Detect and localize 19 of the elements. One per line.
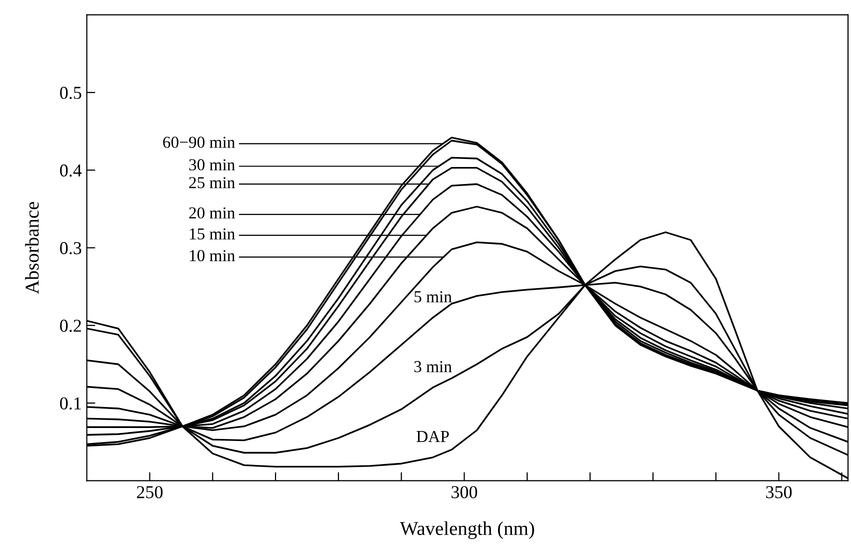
series-label: 3 min bbox=[414, 361, 452, 372]
x-axis-title: Wavelength (nm) bbox=[400, 521, 534, 540]
annotation: 60−90 min bbox=[163, 136, 235, 148]
annotation: 10 min bbox=[190, 250, 235, 262]
y-axis-title: Absorbance bbox=[25, 202, 39, 294]
x-tick-label: 300 bbox=[452, 486, 478, 498]
x-tick-label: 350 bbox=[766, 486, 792, 498]
y-tick-label: 0.3 bbox=[60, 242, 82, 254]
y-tick-label: 0.2 bbox=[60, 320, 81, 332]
y-tick-label: 0.1 bbox=[60, 397, 81, 410]
x-tick-label: 250 bbox=[136, 486, 163, 498]
y-tick-label: 0.5 bbox=[60, 86, 82, 100]
annotation: 30 min bbox=[189, 159, 235, 170]
annotation: 15 min bbox=[190, 228, 235, 240]
annotation: 20 min bbox=[189, 207, 235, 219]
y-tick-label: 0.4 bbox=[60, 164, 82, 177]
annotation: 25 min bbox=[189, 177, 235, 188]
series-label: DAP bbox=[416, 430, 449, 442]
series-label: 5 min bbox=[414, 291, 452, 302]
